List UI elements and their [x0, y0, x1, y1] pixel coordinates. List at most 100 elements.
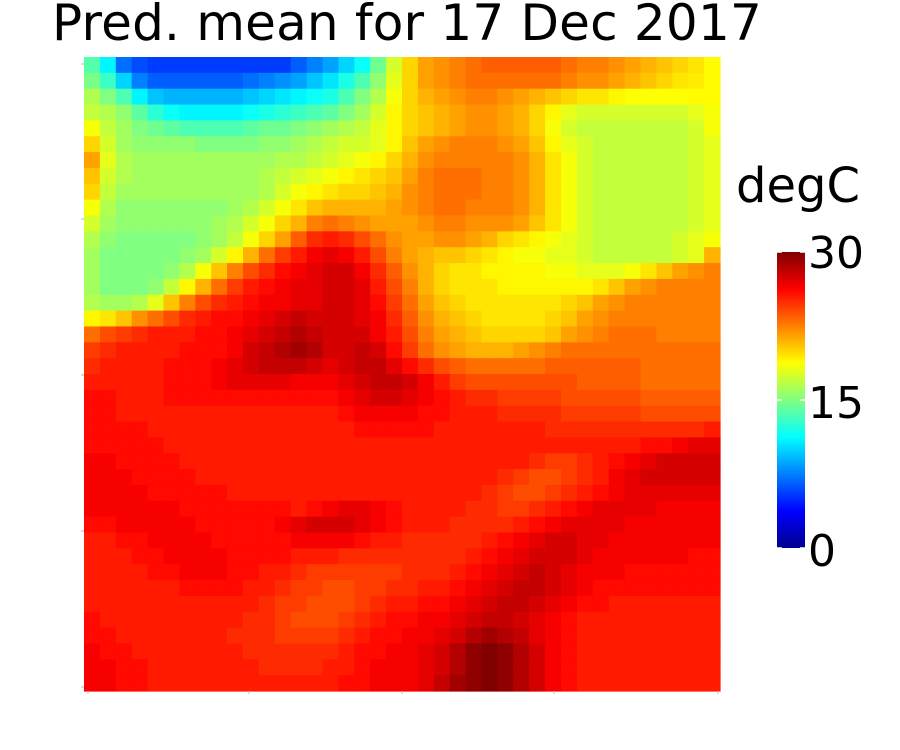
heatmap-cell	[592, 453, 610, 470]
heatmap-cell	[115, 532, 133, 549]
heatmap-cell	[306, 152, 324, 169]
heatmap-cell	[561, 278, 578, 296]
heatmap-cell	[211, 500, 228, 518]
heatmap-cell	[258, 532, 276, 549]
heatmap-cell	[513, 611, 530, 629]
heatmap-cell	[624, 199, 642, 217]
heatmap-cell	[513, 342, 530, 359]
heatmap-cell	[545, 278, 562, 296]
heatmap-cell	[481, 389, 498, 407]
heatmap-cell	[147, 389, 165, 407]
heatmap-cell	[529, 199, 546, 217]
heatmap-cell	[195, 421, 212, 438]
heatmap-cell	[417, 294, 435, 312]
heatmap-cell	[592, 278, 610, 296]
heatmap-cell	[354, 595, 371, 613]
heatmap-cell	[115, 500, 133, 518]
heatmap-cell	[608, 516, 626, 534]
heatmap-cell	[608, 437, 626, 454]
heatmap-cell	[179, 247, 196, 264]
heatmap-cell	[672, 405, 689, 423]
heatmap-cell	[465, 469, 483, 486]
heatmap-cell	[211, 611, 228, 629]
heatmap-cell	[147, 167, 165, 185]
heatmap-cell	[322, 453, 339, 470]
heatmap-cell	[704, 167, 721, 185]
heatmap-cell	[624, 215, 642, 232]
heatmap-cell	[417, 564, 435, 581]
heatmap-cell	[274, 611, 292, 629]
heatmap-cell	[227, 659, 244, 676]
heatmap-cell	[274, 278, 292, 296]
heatmap-cell	[163, 263, 180, 280]
heatmap-cell	[704, 326, 721, 343]
heatmap-cell	[274, 57, 292, 74]
heatmap-cell	[227, 643, 244, 660]
heatmap-cell	[84, 231, 101, 248]
heatmap-cell	[258, 500, 276, 518]
heatmap-cell	[274, 548, 292, 565]
heatmap-cell	[179, 57, 196, 74]
heatmap-cell	[481, 136, 498, 153]
heatmap-cell	[545, 72, 562, 90]
heatmap-cell	[529, 437, 546, 454]
heatmap-cell	[195, 231, 212, 248]
heatmap-cell	[243, 453, 260, 470]
heatmap-cell	[131, 643, 149, 660]
heatmap-cell	[179, 564, 196, 581]
heatmap-cell	[513, 199, 530, 217]
heatmap-cell	[147, 421, 165, 438]
heatmap-cell	[513, 310, 530, 328]
heatmap-cell	[497, 104, 514, 121]
heatmap-cell	[147, 484, 165, 502]
heatmap-cell	[227, 389, 244, 407]
heatmap-cell	[99, 152, 117, 169]
heatmap-cell	[306, 437, 324, 454]
heatmap-cell	[386, 405, 403, 423]
heatmap-cell	[640, 231, 657, 248]
heatmap-cell	[386, 595, 403, 613]
heatmap-cell	[243, 643, 260, 660]
heatmap-cell	[545, 532, 562, 549]
heatmap-cell	[84, 310, 101, 328]
heatmap-cell	[656, 358, 673, 375]
heatmap-cell	[481, 580, 498, 597]
heatmap-cell	[481, 88, 498, 106]
heatmap-cell	[338, 294, 355, 312]
heatmap-cell	[179, 595, 196, 613]
heatmap-cell	[402, 484, 419, 502]
heatmap-cell	[290, 310, 308, 328]
heatmap-cell	[624, 342, 642, 359]
heatmap-cell	[513, 516, 530, 534]
heatmap-cell	[449, 532, 467, 549]
heatmap-cell	[115, 120, 133, 137]
heatmap-cell	[354, 548, 371, 565]
heatmap-cell	[672, 167, 689, 185]
heatmap-cell	[592, 548, 610, 565]
heatmap-cell	[417, 532, 435, 549]
heatmap-cell	[497, 627, 514, 645]
heatmap-cell	[624, 278, 642, 296]
heatmap-cell	[147, 88, 165, 106]
heatmap-cell	[115, 484, 133, 502]
heatmap-cell	[449, 88, 467, 106]
heatmap-cell	[688, 72, 705, 90]
heatmap-cell	[306, 199, 324, 217]
heatmap-cell	[433, 643, 451, 660]
heatmap-cell	[513, 421, 530, 438]
heatmap-cell	[402, 611, 419, 629]
heatmap-cell	[338, 104, 355, 121]
heatmap-cell	[354, 342, 371, 359]
heatmap-cell	[322, 469, 339, 486]
heatmap-cell	[640, 199, 657, 217]
heatmap-cell	[163, 294, 180, 312]
heatmap-cell	[370, 516, 387, 534]
heatmap-cell	[163, 167, 180, 185]
heatmap-cell	[84, 326, 101, 343]
heatmap-cell	[497, 247, 514, 264]
heatmap-cell	[115, 247, 133, 264]
heatmap-cell	[640, 310, 657, 328]
heatmap-cell	[290, 580, 308, 597]
heatmap-cell	[465, 580, 483, 597]
